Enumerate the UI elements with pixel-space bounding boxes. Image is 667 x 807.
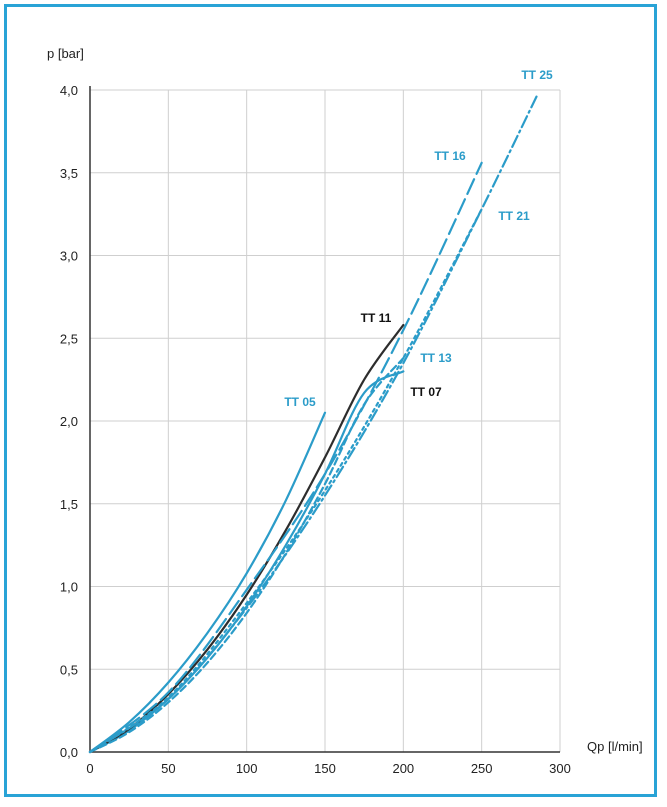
series-line-tt-16 <box>88 161 483 754</box>
y-tick-label: 4,0 <box>60 83 78 98</box>
y-axis-title: p [bar] <box>47 46 84 61</box>
x-tick-label: 200 <box>392 761 414 776</box>
y-tick-label: 2,5 <box>60 331 78 346</box>
x-tick-label: 0 <box>86 761 93 776</box>
series-label-tt-25: TT 25 <box>521 68 553 82</box>
series-label-tt-16: TT 16 <box>434 149 466 163</box>
series-lines <box>88 95 538 754</box>
y-tick-label: 3,5 <box>60 166 78 181</box>
x-tick-label: 250 <box>471 761 493 776</box>
series-label-tt-21: TT 21 <box>498 209 530 223</box>
series-label-tt-05: TT 05 <box>284 395 316 409</box>
x-tick-labels: 0 50 100 150 200 250 300 <box>86 761 570 776</box>
series-label-tt-13: TT 13 <box>420 351 452 365</box>
y-tick-label: 1,5 <box>60 497 78 512</box>
series-line-tt-21 <box>88 208 483 754</box>
series-label-tt-11: TT 11 <box>361 311 392 325</box>
grid-lines <box>90 89 561 752</box>
x-axis-title: Qp [l/min] <box>587 739 643 754</box>
series-line-tt-11 <box>88 323 405 754</box>
series-line-tt-05 <box>88 411 327 754</box>
x-tick-label: 100 <box>236 761 258 776</box>
x-tick-label: 150 <box>314 761 336 776</box>
y-tick-label: 0,0 <box>60 745 78 760</box>
series-line-tt-07 <box>88 370 405 754</box>
x-tick-label: 50 <box>161 761 175 776</box>
y-tick-label: 3,0 <box>60 249 78 264</box>
y-tick-label: 1,0 <box>60 580 78 595</box>
axes <box>89 86 560 753</box>
series-labels: TT 05 TT 07 TT 11 TT 13 TT 16 TT 21 TT 25 <box>284 68 553 409</box>
series-label-tt-07: TT 07 <box>410 385 442 399</box>
series-line-tt-25 <box>88 95 538 754</box>
y-tick-label: 2,0 <box>60 414 78 429</box>
chart-frame <box>4 4 657 797</box>
y-tick-labels: 0,0 0,5 1,0 1,5 2,0 2,5 3,0 3,5 4,0 <box>60 83 78 760</box>
series-line-tt-13 <box>88 357 405 754</box>
y-tick-label: 0,5 <box>60 662 78 677</box>
x-tick-label: 300 <box>549 761 571 776</box>
